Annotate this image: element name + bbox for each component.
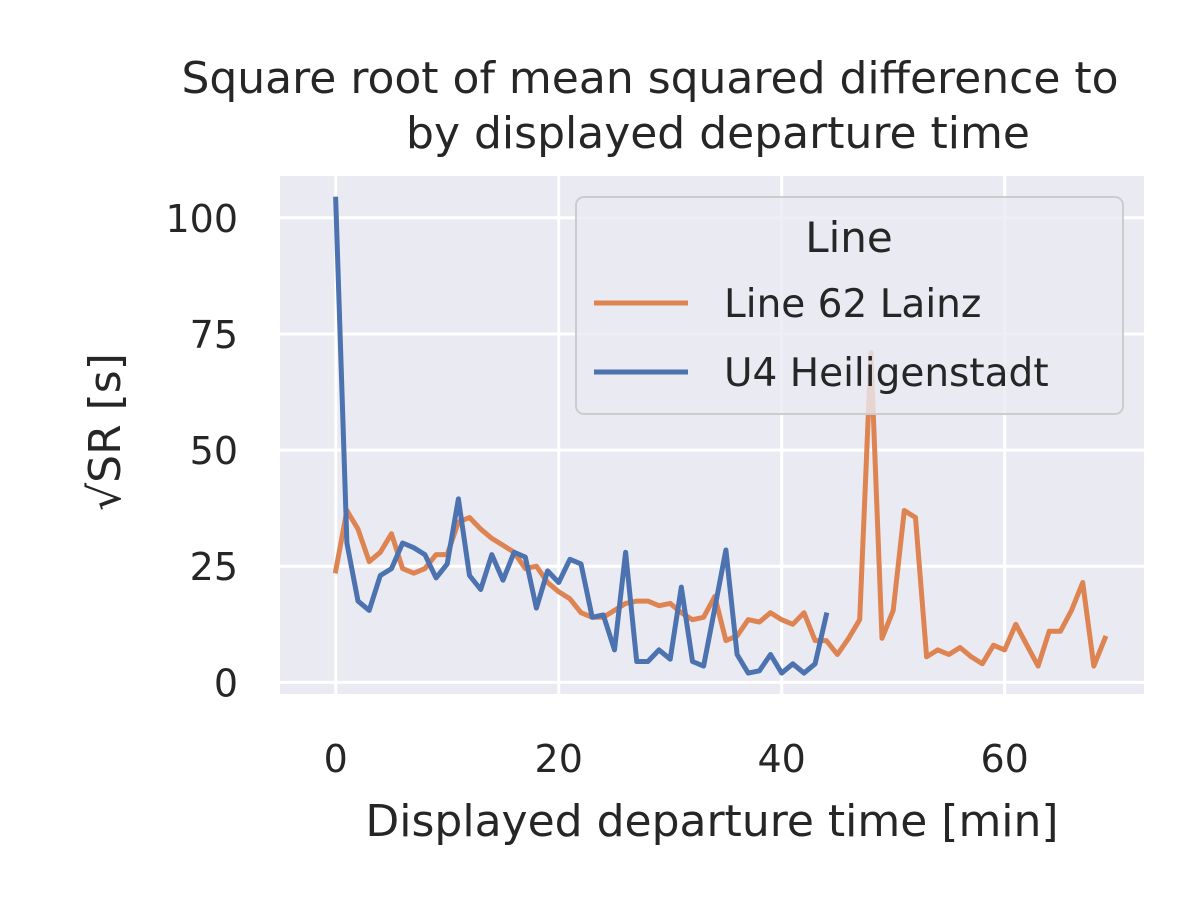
legend-label-u4-heiligenstadt: U4 Heiligenstadt xyxy=(724,351,1049,396)
x-axis-label: Displayed departure time [min] xyxy=(365,796,1058,847)
series-line-u4-heiligenstadt xyxy=(333,196,830,676)
series-lines xyxy=(332,196,1109,676)
x-tick-label-40: 40 xyxy=(757,737,805,781)
legend-title: Line xyxy=(805,213,893,262)
legend-label-line-62-lainz: Line 62 Lainz xyxy=(724,282,981,327)
y-tick-label-75: 75 xyxy=(190,313,238,357)
x-tick-label-0: 0 xyxy=(324,737,348,781)
x-tick-label-60: 60 xyxy=(980,737,1028,781)
legend: Line Line 62 Lainz U4 Heiligenstadt xyxy=(575,196,1124,415)
axis-ticks: 0 20 40 60 0 25 50 75 100 xyxy=(165,197,1028,781)
y-tick-label-50: 50 xyxy=(190,429,238,473)
y-axis-label: √SR [s] xyxy=(80,353,131,511)
y-tick-label-100: 100 xyxy=(165,197,238,241)
chart-title-line-2: by displayed departure time xyxy=(406,108,1030,159)
legend-box xyxy=(575,196,1124,415)
y-tick-label-25: 25 xyxy=(190,545,238,589)
y-tick-label-0: 0 xyxy=(214,661,238,705)
x-tick-label-20: 20 xyxy=(535,737,583,781)
chart-title-line-1: Square root of mean squared difference t… xyxy=(181,53,1118,104)
